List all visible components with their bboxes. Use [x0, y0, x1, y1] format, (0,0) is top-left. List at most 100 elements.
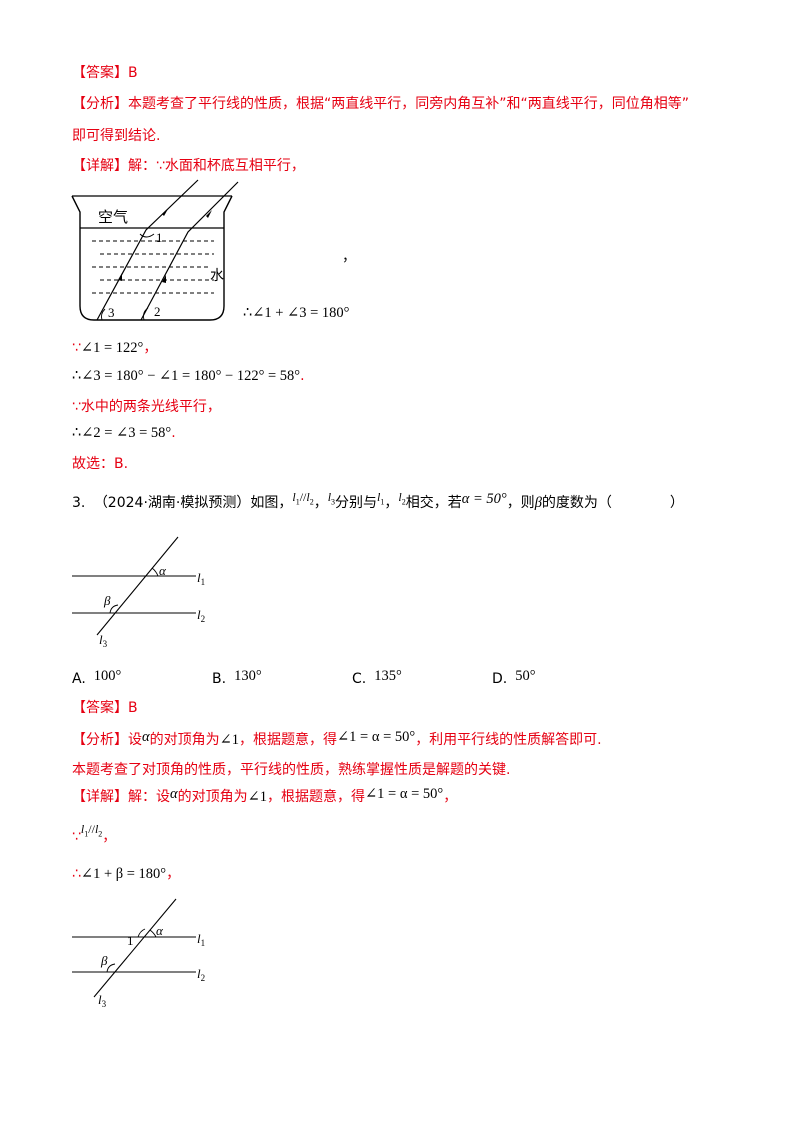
answer-tag: 【答案】	[72, 700, 128, 716]
alpha-equation: α = 50°	[461, 491, 507, 507]
option-b[interactable]: B. 130°	[212, 668, 262, 688]
arrow-icon	[206, 210, 212, 218]
l2-label: l2	[197, 607, 205, 624]
option-c[interactable]: C. 135°	[352, 668, 402, 688]
comma: ，	[313, 495, 328, 511]
parallel-symbol: //	[299, 490, 307, 504]
parallel-symbol: //	[88, 822, 95, 836]
result-step: ∴∠2 = ∠3 = 58°	[72, 425, 172, 441]
detail-text: ，	[443, 789, 458, 805]
parallel-text: 水中的两条光线平行，	[80, 399, 221, 415]
given-comma: ，	[143, 340, 158, 356]
angle-1: ∠1	[247, 789, 268, 805]
because-icon: ∵	[72, 399, 81, 415]
analysis-line-2: 本题考查了对顶角的性质，平行线的性质，熟练掌握性质是解题的关键.	[72, 762, 511, 778]
comma: ，	[102, 829, 117, 845]
answer-line: 【答案】B	[72, 64, 138, 82]
line-l2: l	[398, 490, 402, 504]
cup-figure: 空气 水 1 2 3	[71, 179, 239, 321]
option-a[interactable]: A. 100°	[72, 668, 121, 688]
answer-tag: 【答案】	[72, 65, 128, 81]
parallel-lines-figure-1: α β l1 l2 l3	[72, 536, 205, 649]
angle-1-arc	[137, 928, 146, 938]
option-value: 130°	[234, 668, 262, 684]
angle-arc-3	[100, 308, 106, 321]
because-icon: ∵	[72, 340, 81, 356]
angle-1-label: 1	[156, 230, 163, 245]
result-dot: .	[171, 425, 176, 441]
air-label: 空气	[98, 209, 128, 226]
angle-arc-2	[143, 307, 149, 321]
detail-text-1: 解：∵水面和杯底互相平行，	[128, 158, 305, 174]
stem-text-3: ，则	[506, 495, 535, 511]
water-dashes	[92, 240, 214, 294]
line-l3	[93, 898, 177, 998]
angle-arc-1	[139, 233, 155, 238]
line-l2: l	[94, 822, 99, 836]
detail-tag: 【详解】	[72, 789, 128, 805]
arrow-icon	[162, 209, 168, 216]
question-number: 3.	[72, 495, 86, 511]
line-l2-sub: 2	[401, 497, 406, 507]
analysis-text: 设	[128, 732, 142, 748]
l3-label: l3	[99, 632, 108, 649]
alpha-arc	[149, 929, 157, 938]
line-l3: l	[327, 490, 332, 504]
therefore-line-1: ∴∠1 + ∠3 = 180°	[243, 305, 350, 321]
line-l1: l	[377, 490, 381, 504]
analysis-tag: 【分析】	[72, 732, 128, 748]
given-angle: ∠1 = 122°	[80, 340, 144, 356]
detail-tag: 【详解】	[72, 158, 128, 174]
question-3-stem: 3. （2024·湖南·模拟预测）如图，l1//l2，l3分别与l1，l2相交，…	[72, 490, 684, 517]
cup-outline	[71, 195, 233, 321]
option-d[interactable]: D. 50°	[492, 668, 536, 688]
answer-line: 【答案】B	[72, 699, 138, 717]
stem-text-1: 分别与	[335, 495, 378, 511]
beta-arc	[106, 963, 116, 973]
l2-label: l2	[197, 966, 205, 983]
answer-value: B	[128, 65, 138, 81]
analysis-tag: 【分析】	[72, 96, 128, 112]
parallel-lines-figure-2: 1 α β l1 l2 l3	[72, 898, 205, 1009]
alpha-label: α	[156, 923, 164, 938]
option-key: A.	[72, 671, 86, 687]
detail-equation: ∠1 = α = 50°	[365, 786, 444, 802]
line-l2-sub: 2	[309, 497, 314, 507]
arrow-icon	[118, 273, 122, 281]
calc-dot: .	[300, 368, 305, 384]
answer-value: B	[128, 700, 138, 716]
alpha-arc	[151, 567, 159, 577]
analysis-line-1: 【分析】设α的对顶角为∠1，根据题意，得∠1 = α = 50°，利用平行线的性…	[72, 729, 602, 749]
line-l2-sub: 2	[98, 829, 103, 839]
alpha-label: α	[159, 563, 167, 578]
stem-text-2: 相交，若	[405, 495, 462, 511]
analysis-text-1: 本题考查了平行线的性质，根据“两直线平行，同旁内角互补”和“两直线平行，同位角相…	[128, 96, 690, 112]
sum-equation: ∠1 + β = 180°	[80, 866, 167, 882]
parallel-line: ∵水中的两条光线平行，	[72, 398, 221, 416]
detail-text: 的对顶角为	[177, 789, 248, 805]
detail-line-1: 【详解】解：∵水面和杯底互相平行，	[72, 157, 305, 175]
choose-line: 故选：B.	[72, 456, 129, 472]
figure-comma: ，	[342, 249, 356, 265]
l1-label: l1	[197, 931, 205, 948]
detail-line-1: 【详解】解：设α的对顶角为∠1，根据题意，得∠1 = α = 50°，	[72, 786, 458, 806]
analysis-line-1: 【分析】本题考查了平行线的性质，根据“两直线平行，同旁内角互补”和“两直线平行，…	[72, 95, 689, 113]
option-key: C.	[352, 671, 367, 687]
parallel-given-line: ∵l1//l2，	[72, 820, 117, 845]
analysis-text: ，利用平行线的性质解答即可.	[415, 732, 602, 748]
detail-text: 解：设	[128, 789, 170, 805]
line-l2: l	[306, 490, 310, 504]
angle-3-label: 3	[108, 305, 115, 320]
beta-symbol: β	[534, 495, 542, 511]
analysis-text: 的对顶角为	[149, 732, 220, 748]
comma: ，	[166, 866, 181, 882]
line-l1-sub: 1	[295, 497, 300, 507]
calc-step: ∴∠3 = 180° − ∠1 = 180° − 122° = 58°	[72, 368, 301, 384]
alpha-symbol: α	[170, 786, 178, 802]
given-line: ∵∠1 = 122°，	[72, 339, 157, 357]
beta-label: β	[100, 953, 108, 968]
analysis-equation: ∠1 = α = 50°	[337, 729, 416, 745]
light-ray-1	[96, 179, 199, 321]
option-key: D.	[492, 671, 508, 687]
because-icon: ∵	[72, 829, 81, 845]
